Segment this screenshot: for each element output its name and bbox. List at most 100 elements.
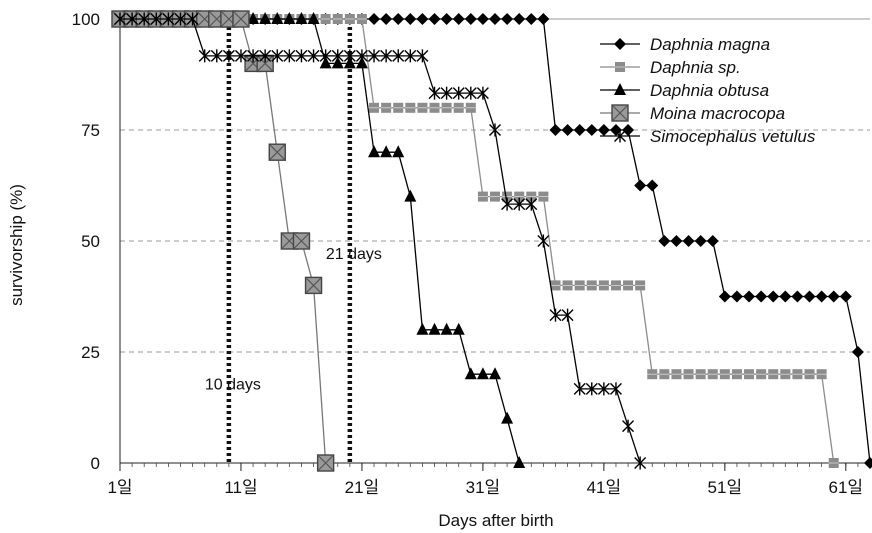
legend-item: Moina macrocopa (600, 104, 785, 123)
data-point (368, 13, 381, 25)
data-point (622, 124, 635, 136)
data-point (623, 280, 634, 291)
data-point (114, 12, 126, 26)
data-point (755, 290, 768, 303)
y-tick-label: 50 (81, 232, 100, 251)
x-tick-label: 31일 (466, 478, 501, 497)
reference-line-label: 21 days (326, 246, 382, 263)
data-point (513, 197, 526, 211)
data-point (792, 369, 803, 380)
data-point (622, 419, 635, 433)
y-tick-label: 100 (72, 10, 100, 29)
data-point (369, 102, 380, 113)
data-point (609, 124, 622, 136)
data-point (271, 12, 284, 24)
data-point (647, 369, 658, 380)
data-point (646, 179, 659, 192)
data-point (320, 14, 331, 24)
data-point (502, 191, 513, 202)
data-point (307, 12, 320, 24)
data-point (210, 49, 223, 63)
data-point (186, 12, 199, 26)
data-point (304, 276, 323, 295)
y-tick-label: 25 (81, 343, 100, 362)
data-point (815, 290, 828, 303)
data-point (513, 456, 526, 468)
data-point (404, 13, 417, 25)
data-point (537, 234, 550, 248)
data-point (331, 56, 344, 69)
data-point (561, 124, 574, 136)
data-point (452, 322, 465, 335)
data-point (392, 13, 405, 25)
y-axis-label: survivorship (%) (7, 184, 26, 306)
data-point (428, 322, 441, 335)
data-point (380, 13, 393, 25)
data-point (368, 145, 381, 158)
data-point (232, 10, 250, 28)
data-point (162, 12, 175, 26)
legend-item: Daphnia obtusa (600, 81, 769, 100)
data-point (453, 102, 464, 113)
data-series (111, 10, 872, 472)
data-point (417, 102, 428, 113)
data-point (549, 124, 562, 136)
data-point (344, 14, 355, 24)
data-point (525, 197, 538, 211)
x-tick-label: 21일 (345, 478, 380, 497)
legend-label: Daphnia obtusa (650, 81, 769, 100)
data-point (804, 369, 815, 380)
data-point (343, 49, 356, 63)
data-point (501, 13, 514, 25)
data-point (392, 49, 405, 63)
axes: 0 25 50 75 100 1일 11일 21일 31일 41일 51일 61일 (72, 10, 871, 497)
data-point (513, 13, 526, 25)
data-point (343, 56, 356, 69)
data-point (816, 369, 827, 380)
data-point (259, 12, 272, 24)
data-point (368, 49, 381, 63)
data-point (356, 14, 367, 24)
series-5 (114, 12, 647, 470)
data-point (767, 290, 780, 303)
data-point (490, 191, 500, 202)
data-point (150, 12, 163, 26)
data-point (381, 102, 392, 113)
data-point (695, 369, 706, 380)
data-point (573, 124, 586, 136)
data-point (283, 12, 296, 24)
data-point (428, 13, 441, 25)
data-point (332, 14, 343, 24)
data-point (440, 322, 453, 335)
data-point (828, 458, 839, 468)
data-point (694, 235, 707, 247)
data-point (562, 280, 573, 291)
data-point (319, 56, 332, 69)
data-point (718, 290, 731, 303)
data-point (573, 382, 586, 396)
data-point (429, 102, 440, 113)
data-point (416, 13, 429, 25)
data-point (234, 49, 247, 63)
data-point (380, 145, 393, 158)
data-point (416, 49, 429, 63)
y-tick-label: 0 (91, 454, 100, 473)
legend-item: Daphnia magna (600, 35, 770, 54)
data-point (851, 346, 864, 358)
data-point (779, 290, 792, 303)
data-point (441, 102, 452, 113)
data-point (756, 369, 767, 380)
data-point (476, 13, 489, 25)
data-point (731, 369, 742, 380)
x-tick-label: 41일 (587, 478, 622, 497)
data-point (827, 290, 840, 303)
x-tick-label: 61일 (829, 478, 864, 497)
data-point (682, 235, 695, 247)
x-axis-label: Days after birth (438, 511, 553, 530)
data-point (380, 49, 393, 63)
data-point (404, 189, 417, 202)
data-point (634, 456, 647, 470)
data-point (744, 369, 755, 380)
data-point (671, 369, 682, 380)
data-point (292, 232, 311, 250)
